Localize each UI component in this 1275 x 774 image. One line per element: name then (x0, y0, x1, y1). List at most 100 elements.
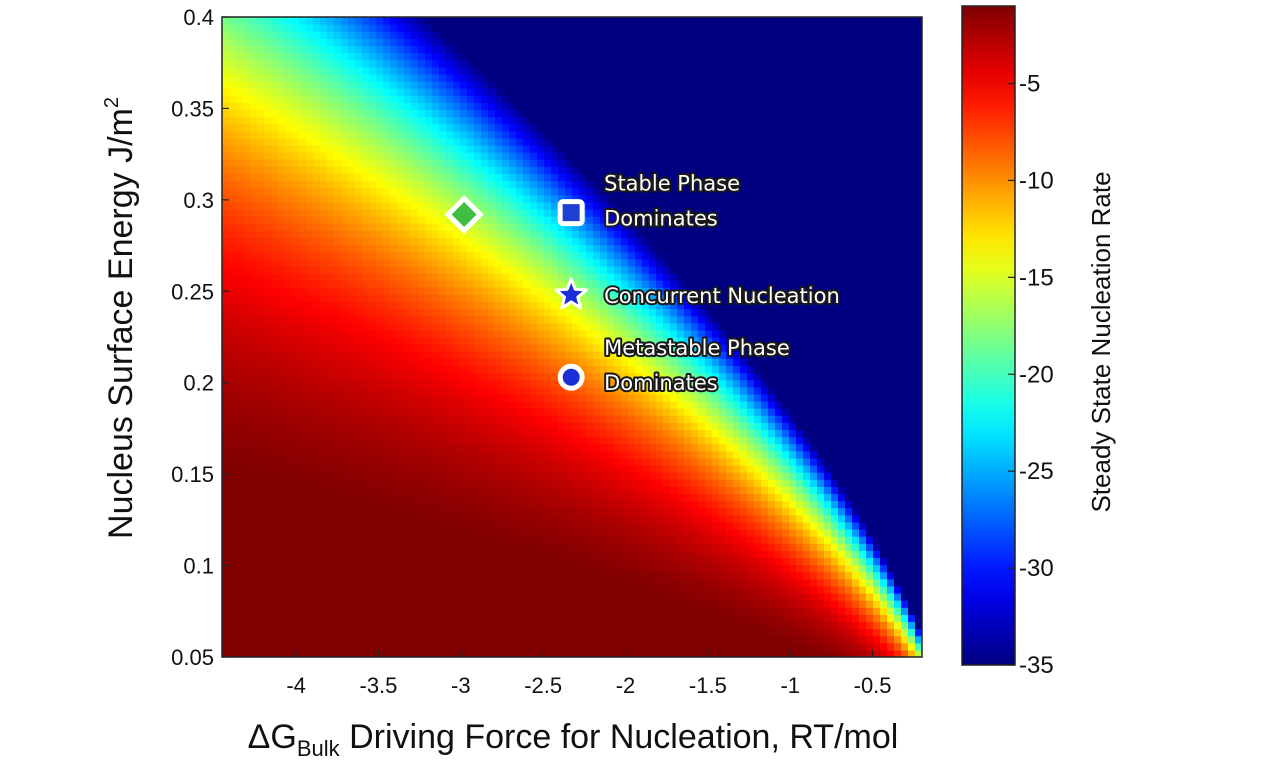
heatmap-cell (509, 17, 517, 25)
heatmap-cell (404, 493, 412, 502)
heatmap-cell (530, 585, 538, 594)
heatmap-cell (250, 102, 258, 111)
heatmap-cell (495, 393, 503, 402)
heatmap-cell (474, 337, 482, 345)
heatmap-cell (250, 209, 258, 217)
heatmap-cell (320, 422, 328, 431)
heatmap-cell (495, 621, 503, 630)
heatmap-cell (565, 457, 573, 466)
heatmap-cell (460, 450, 468, 459)
heatmap-cell (222, 81, 230, 89)
heatmap-cell (586, 173, 594, 182)
heatmap-cell (467, 649, 475, 657)
heatmap-cell (558, 514, 566, 523)
heatmap-cell (544, 465, 552, 473)
heatmap-cell (369, 600, 377, 608)
heatmap-cell (264, 571, 272, 580)
heatmap-cell (593, 88, 601, 96)
heatmap-cell (355, 621, 363, 630)
heatmap-cell (222, 294, 230, 303)
heatmap-cell (257, 230, 265, 239)
heatmap-cell (250, 543, 258, 551)
heatmap-cell (243, 237, 251, 246)
heatmap-cell (411, 24, 419, 32)
heatmap-cell (439, 38, 447, 47)
heatmap-cell (432, 408, 440, 416)
heatmap-cell (348, 436, 356, 445)
heatmap-cell (600, 607, 608, 615)
heatmap-cell (481, 88, 489, 96)
heatmap-cell (341, 614, 349, 623)
heatmap-cell (250, 472, 258, 480)
heatmap-cell (292, 351, 300, 359)
heatmap-cell (348, 429, 356, 438)
heatmap-cell (502, 130, 510, 139)
heatmap-cell (509, 529, 517, 537)
heatmap-cell (313, 130, 321, 139)
heatmap-cell (600, 230, 608, 239)
heatmap-cell (278, 81, 286, 89)
heatmap-cell (397, 230, 405, 239)
heatmap-cell (481, 123, 489, 132)
heatmap-cell (348, 187, 356, 196)
heatmap-cell (509, 294, 517, 303)
heatmap-cell (474, 585, 482, 594)
heatmap-cell (418, 493, 426, 502)
heatmap-cell (600, 159, 608, 167)
heatmap-cell (236, 45, 244, 54)
heatmap-cell (313, 223, 321, 231)
heatmap-cell (341, 38, 349, 47)
heatmap-cell (453, 230, 461, 239)
heatmap-cell (593, 173, 601, 182)
heatmap-cell (565, 337, 573, 345)
heatmap-cell (306, 287, 314, 295)
heatmap-cell (320, 408, 328, 416)
heatmap-cell (586, 244, 594, 253)
heatmap-cell (411, 322, 419, 331)
heatmap-cell (292, 621, 300, 630)
heatmap-cell (264, 258, 272, 267)
heatmap-cell (383, 628, 391, 637)
heatmap-cell (530, 123, 538, 132)
heatmap-cell (320, 230, 328, 239)
heatmap-cell (306, 173, 314, 182)
heatmap-cell (411, 251, 419, 260)
heatmap-cell (334, 258, 342, 267)
heatmap-cell (572, 66, 580, 75)
heatmap-cell (390, 351, 398, 359)
heatmap-cell (264, 351, 272, 359)
heatmap-cell (383, 465, 391, 473)
heatmap-cell (355, 145, 363, 153)
heatmap-cell (523, 308, 531, 317)
heatmap-cell (341, 329, 349, 338)
heatmap-cell (355, 116, 363, 125)
heatmap-cell (474, 436, 482, 445)
heatmap-cell (313, 95, 321, 103)
heatmap-cell (537, 31, 545, 39)
heatmap-cell (537, 479, 545, 487)
heatmap-cell (586, 372, 594, 381)
heatmap-cell (313, 550, 321, 559)
heatmap-cell (362, 308, 370, 317)
heatmap-cell (404, 372, 412, 381)
heatmap-cell (299, 621, 307, 630)
heatmap-cell (453, 507, 461, 516)
heatmap-cell (481, 130, 489, 139)
heatmap-cell (460, 66, 468, 75)
heatmap-cell (530, 251, 538, 260)
heatmap-cell (292, 329, 300, 338)
heatmap-cell (474, 593, 482, 601)
heatmap-cell (327, 564, 335, 573)
heatmap-cell (453, 351, 461, 359)
heatmap-cell (327, 393, 335, 402)
heatmap-cell (299, 194, 307, 203)
heatmap-cell (334, 287, 342, 295)
heatmap-cell (397, 194, 405, 203)
heatmap-cell (432, 372, 440, 381)
heatmap-cell (257, 38, 265, 47)
heatmap-cell (243, 230, 251, 239)
heatmap-cell (523, 216, 531, 224)
heatmap-cell (278, 486, 286, 495)
heatmap-cell (439, 436, 447, 445)
heatmap-cell (488, 607, 496, 615)
